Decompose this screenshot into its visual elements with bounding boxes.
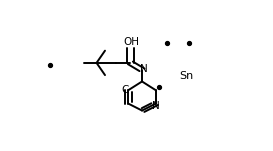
Text: C: C	[121, 85, 128, 95]
Text: N: N	[152, 101, 160, 111]
Text: N: N	[140, 64, 148, 74]
Text: Sn: Sn	[179, 71, 194, 81]
Text: OH: OH	[123, 37, 140, 47]
